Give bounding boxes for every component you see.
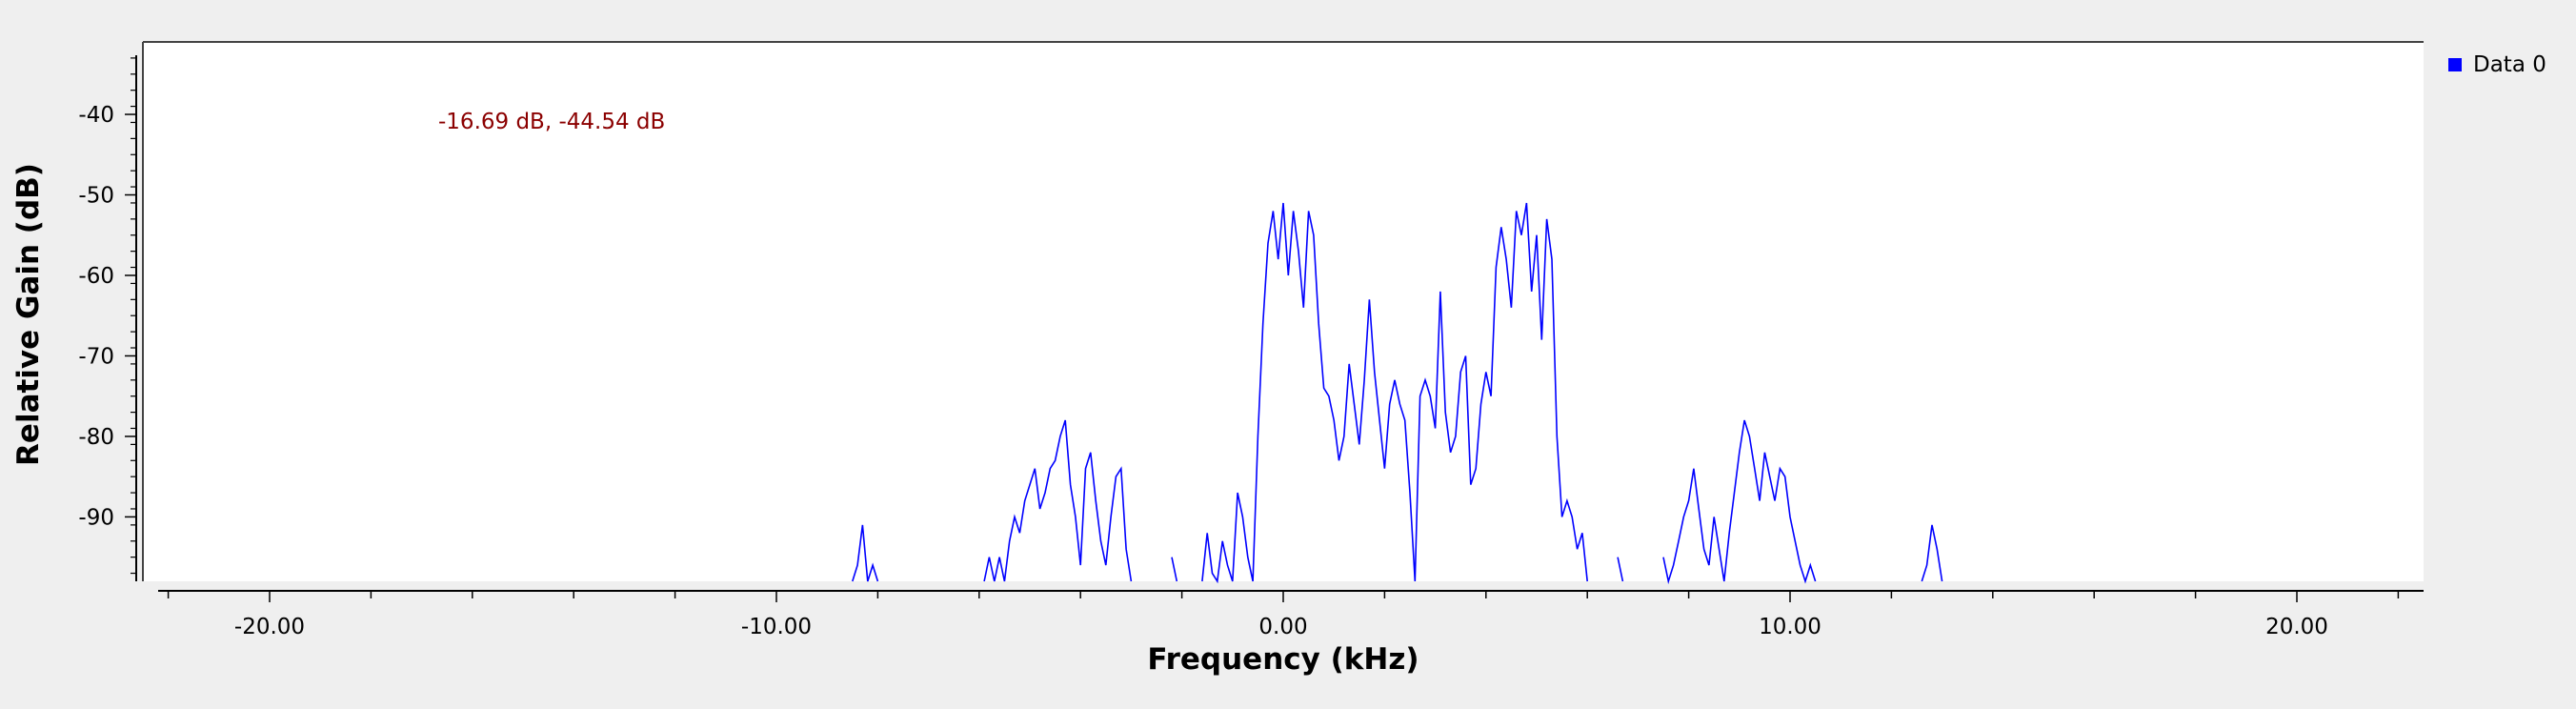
x-tick-label: 10.00 bbox=[1759, 615, 1821, 639]
y-tick-label: -80 bbox=[78, 425, 114, 450]
legend-entry-data-0[interactable]: Data 0 bbox=[2473, 52, 2546, 77]
x-tick-label: 20.00 bbox=[2265, 615, 2328, 639]
marker-readout: -16.69 dB, -44.54 dB bbox=[438, 110, 665, 134]
y-tick-label: -70 bbox=[78, 344, 114, 369]
y-tick-label: -90 bbox=[78, 505, 114, 530]
x-axis-title: Frequency (kHz) bbox=[1147, 642, 1419, 677]
plot-canvas bbox=[143, 42, 2424, 581]
legend[interactable]: Data 0 bbox=[2448, 52, 2546, 77]
y-tick-label: -40 bbox=[78, 103, 114, 128]
x-tick-label: 0.00 bbox=[1258, 615, 1307, 639]
x-tick-label: -10.00 bbox=[741, 615, 812, 639]
y-axis-title: Relative Gain (dB) bbox=[11, 163, 46, 466]
y-tick-label: -60 bbox=[78, 264, 114, 289]
y-tick-label: -50 bbox=[78, 184, 114, 209]
legend-swatch-data-0 bbox=[2448, 58, 2462, 71]
series-data-0-line bbox=[852, 202, 1943, 585]
x-tick-label: -20.00 bbox=[234, 615, 305, 639]
x-axis: -20.00 -10.00 0.00 10.00 20.00 bbox=[158, 590, 2424, 639]
y-axis: -40 -50 -60 -70 -80 -90 bbox=[78, 55, 137, 581]
